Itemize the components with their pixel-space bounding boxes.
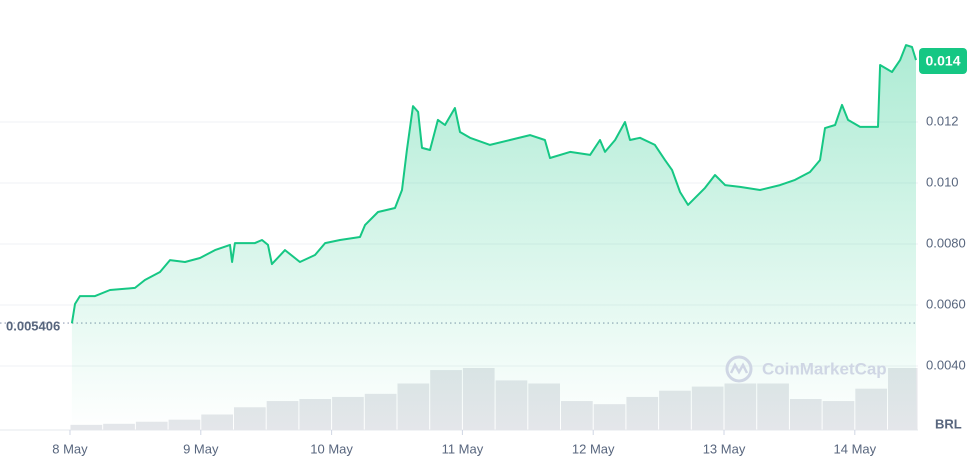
x-tick-label: 9 May [183,441,219,456]
currency-label: BRL [935,416,962,431]
y-tick-label: 0.0080 [926,235,966,250]
watermark-logo-mark [729,362,749,375]
x-tick-label: 8 May [52,441,88,456]
price-area [71,45,916,430]
y-tick-label: 0.012 [926,113,959,128]
plot [0,44,918,430]
current-value-badge [919,47,967,74]
watermark: CoinMarketCap [725,355,887,383]
x-tick-label: 11 May [442,441,484,456]
reference-label: 0.005406 [6,319,60,334]
x-tick-label: 13 May [703,441,746,456]
x-tick-label: 14 May [834,441,877,456]
x-tick-label: 10 May [310,441,353,456]
y-tick-label: 0.0040 [926,357,966,372]
price-line [70,44,917,324]
x-tick-label: 12 May [572,441,615,456]
watermark-text: CoinMarketCap [762,359,887,378]
y-tick-label: 0.010 [926,174,959,189]
current-value-label: 0.014 [925,53,960,69]
labels: 0.0040 0.0060 0.0080 0.010 0.012 8 May 9 May 10… [6,47,967,456]
watermark-logo [725,355,753,383]
y-tick-label: 0.0060 [926,296,966,311]
